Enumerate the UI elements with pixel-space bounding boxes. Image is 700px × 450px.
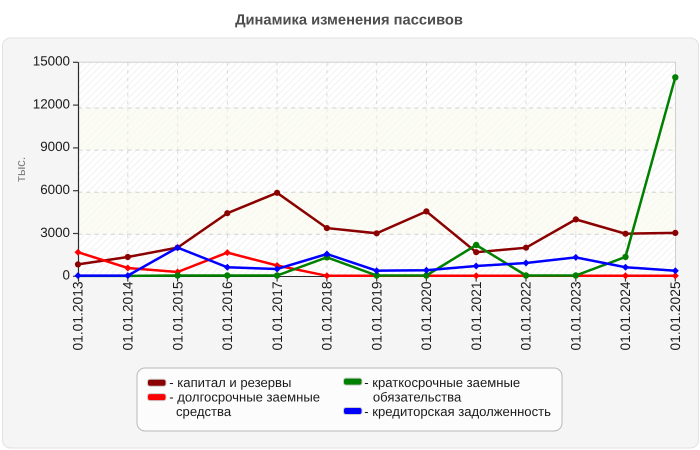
svg-text:0: 0 xyxy=(63,268,70,283)
svg-text:Динамика изменения пассивов: Динамика изменения пассивов xyxy=(235,12,463,28)
svg-text:01.01.2018: 01.01.2018 xyxy=(320,281,335,350)
svg-text:12000: 12000 xyxy=(33,96,70,111)
svg-text:01.01.2021: 01.01.2021 xyxy=(469,281,484,350)
svg-text:- кредиторская задолженность: - кредиторская задолженность xyxy=(364,404,551,419)
svg-text:01.01.2014: 01.01.2014 xyxy=(121,281,136,350)
svg-text:01.01.2015: 01.01.2015 xyxy=(170,281,185,350)
svg-text:01.01.2025: 01.01.2025 xyxy=(668,281,683,350)
svg-text:9000: 9000 xyxy=(40,139,70,154)
svg-text:обязательства: обязательства xyxy=(373,390,462,405)
svg-text:- краткосрочные заемные: - краткосрочные заемные xyxy=(364,375,520,390)
svg-text:01.01.2013: 01.01.2013 xyxy=(71,281,86,350)
svg-text:тыс.: тыс. xyxy=(13,157,28,182)
svg-text:01.01.2019: 01.01.2019 xyxy=(369,281,384,350)
svg-text:01.01.2017: 01.01.2017 xyxy=(270,281,285,350)
svg-text:01.01.2020: 01.01.2020 xyxy=(419,281,434,350)
svg-text:01.01.2023: 01.01.2023 xyxy=(569,281,584,350)
svg-text:3000: 3000 xyxy=(40,225,70,240)
svg-text:01.01.2016: 01.01.2016 xyxy=(220,281,235,350)
svg-text:средства: средства xyxy=(176,404,232,419)
svg-text:01.01.2022: 01.01.2022 xyxy=(519,281,534,350)
svg-text:- капитал и резервы: - капитал и резервы xyxy=(169,375,291,390)
svg-text:- долгосрочные заемные: - долгосрочные заемные xyxy=(169,390,320,405)
svg-text:01.01.2024: 01.01.2024 xyxy=(618,281,633,350)
svg-text:6000: 6000 xyxy=(40,182,70,197)
svg-text:15000: 15000 xyxy=(33,54,70,69)
